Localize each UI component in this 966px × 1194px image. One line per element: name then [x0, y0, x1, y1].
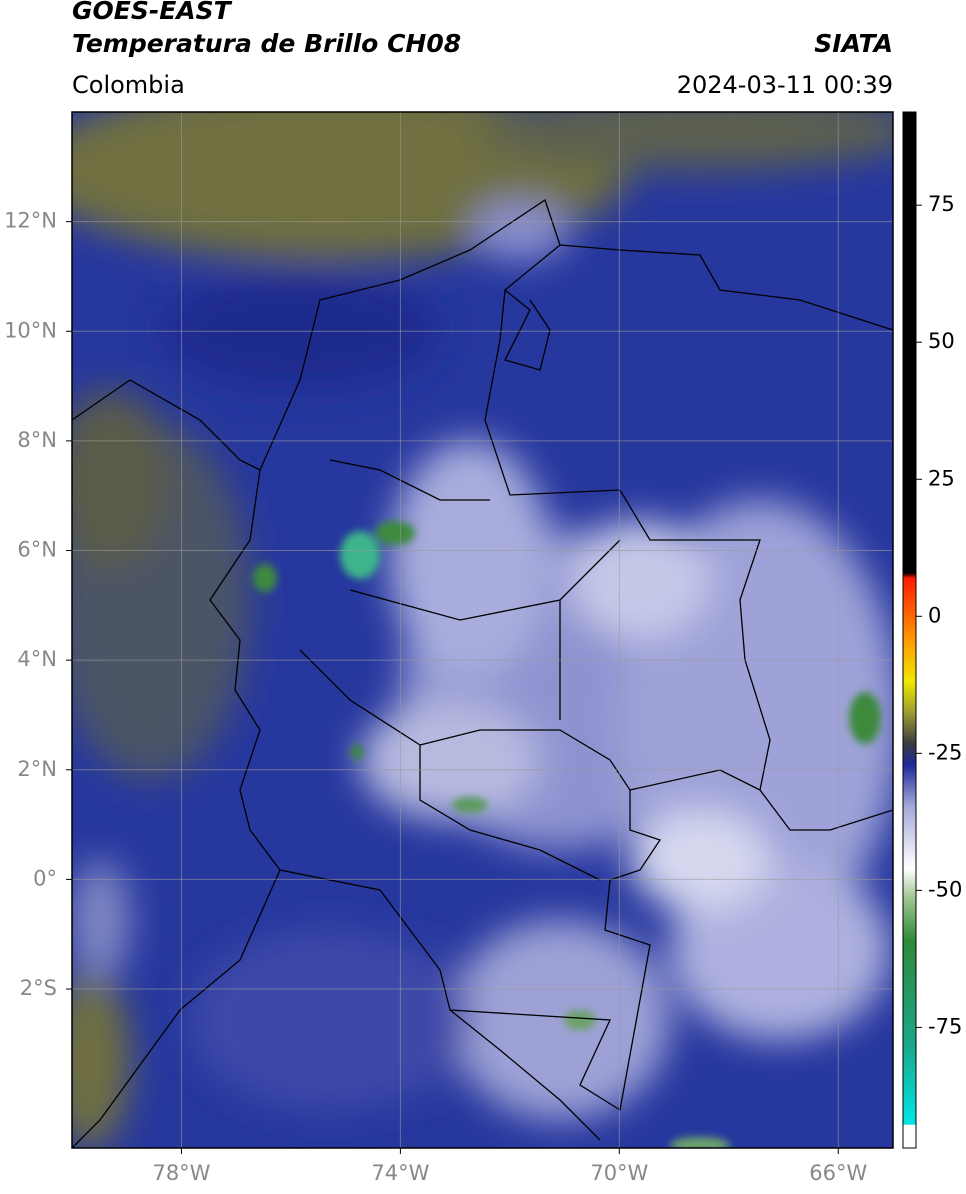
region: Colombia — [72, 71, 185, 99]
lat-label: 12°N — [4, 209, 57, 233]
subtitle: Temperatura de Brillo CH08 — [72, 29, 461, 58]
colorbar-label: -25 — [928, 740, 962, 764]
satellite-image — [72, 112, 893, 1148]
colorbar-label: 75 — [928, 192, 955, 216]
lon-label: 66°W — [809, 1161, 867, 1185]
lat-label: 2°S — [20, 976, 57, 1000]
lat-label: 10°N — [4, 318, 57, 342]
lon-label: 70°W — [590, 1161, 648, 1185]
lat-label: 0° — [33, 866, 57, 890]
colorbar-label: -75 — [928, 1014, 962, 1038]
colorbar-label: 25 — [928, 466, 955, 490]
colorbar-label: 0 — [928, 603, 941, 627]
colorbar-label: 50 — [928, 329, 955, 353]
lat-label: 8°N — [17, 428, 57, 452]
lat-label: 6°N — [17, 538, 57, 562]
source: SIATA — [814, 29, 893, 58]
colorbar-label: -50 — [928, 877, 962, 901]
lat-label: 4°N — [17, 647, 57, 671]
lon-label: 78°W — [152, 1161, 210, 1185]
colorbar — [902, 111, 917, 1149]
map-frame — [71, 111, 894, 1149]
grid-layer — [72, 112, 893, 1148]
lon-label: 74°W — [371, 1161, 429, 1185]
title: GOES-EAST — [72, 0, 233, 25]
timestamp: 2024-03-11 00:39 — [677, 71, 893, 99]
lat-label: 2°N — [17, 757, 57, 781]
